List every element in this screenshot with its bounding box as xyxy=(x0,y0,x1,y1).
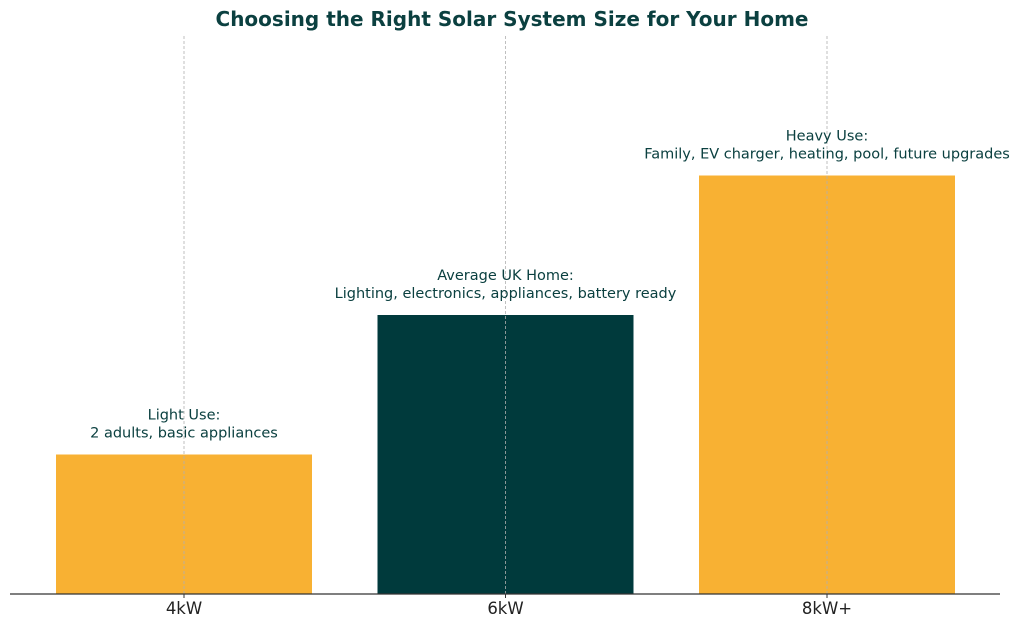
annotation-title: Average UK Home: xyxy=(437,268,574,284)
annotation-title: Light Use: xyxy=(148,408,221,424)
annotation-detail: 2 adults, basic appliances xyxy=(90,426,278,442)
x-tick-label: 4kW xyxy=(166,599,202,618)
chart-title: Choosing the Right Solar System Size for… xyxy=(215,7,809,31)
bar-8kW+ xyxy=(699,175,955,594)
annotation-detail: Lighting, electronics, appliances, batte… xyxy=(335,286,677,302)
x-tick-label: 6kW xyxy=(487,599,523,618)
annotation-detail: Family, EV charger, heating, pool, futur… xyxy=(644,147,1010,163)
x-tick-label: 8kW+ xyxy=(802,599,852,618)
annotation-title: Heavy Use: xyxy=(786,129,868,145)
